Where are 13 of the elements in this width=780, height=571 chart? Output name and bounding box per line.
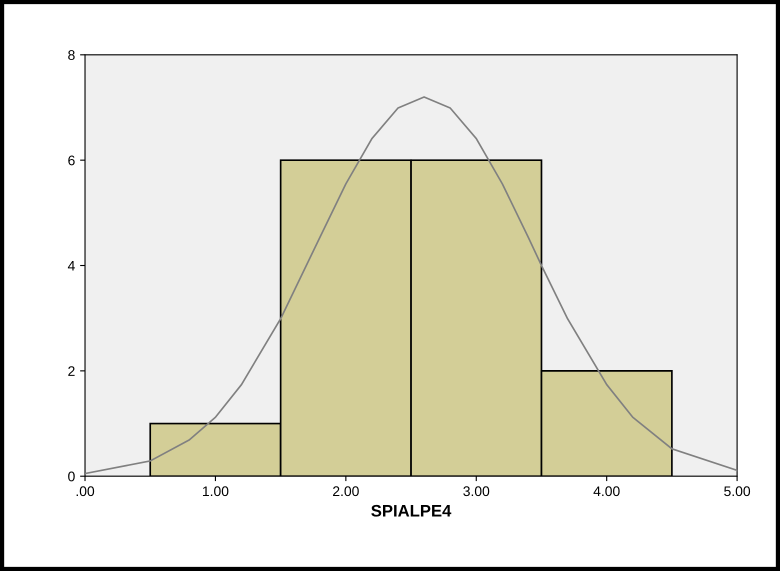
x-axis-title: SPIALPE4 xyxy=(371,504,452,517)
x-tick-label: 4.00 xyxy=(593,486,620,496)
y-tick-label: 8 xyxy=(68,50,75,60)
x-tick-label: 2.00 xyxy=(333,486,359,496)
y-tick-label: 6 xyxy=(68,156,75,166)
y-tick-label: 2 xyxy=(68,366,75,376)
x-tick-label: 3.00 xyxy=(463,486,490,496)
x-tick-label: .00 xyxy=(76,486,94,496)
y-tick-label: 0 xyxy=(68,472,75,482)
line-series xyxy=(85,96,738,474)
x-tick-label: 1.00 xyxy=(202,486,228,496)
y-tick-label: 4 xyxy=(68,260,75,271)
x-tick-label: 5.00 xyxy=(724,486,750,496)
